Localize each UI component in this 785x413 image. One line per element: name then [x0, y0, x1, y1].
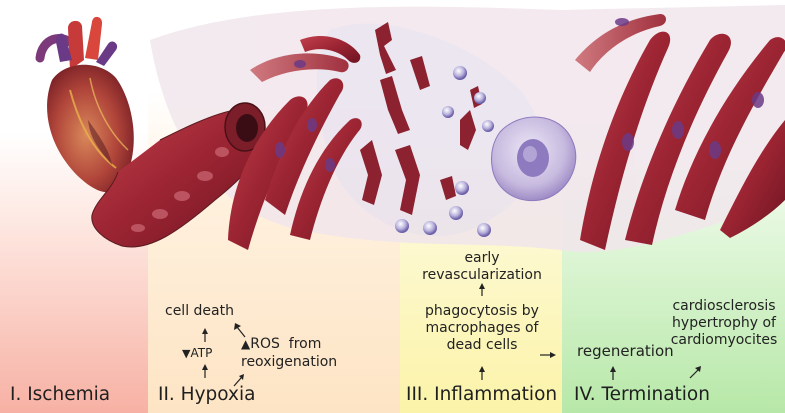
stage-title-hypoxia: II. Hypoxia — [158, 384, 256, 405]
arrow-phago-to-revasc — [479, 283, 485, 296]
myocyte-icon — [228, 35, 362, 250]
dying-myocyte-icon — [360, 22, 482, 215]
note-cardiosclerosis: cardiosclerosis hypertrophy of cardiomyo… — [668, 298, 780, 349]
note-early-revascularization: early revascularization — [420, 250, 544, 284]
note-phagocytosis: phagocytosis by macrophages of dead cell… — [418, 303, 546, 354]
ros-up-marker: ▲ — [241, 337, 251, 351]
macrophage-icon — [491, 116, 577, 202]
arrow-regen-up — [610, 366, 616, 380]
note-ros: ▲ROS from — [241, 336, 321, 353]
note-cell-death: cell death — [165, 303, 234, 319]
arrow-ros-to-celldeath — [234, 323, 246, 338]
note-regeneration: regeneration — [577, 342, 674, 360]
regenerated-myocyte-icon — [575, 14, 785, 251]
cardio-line-2: hypertrophy of — [672, 315, 776, 331]
phago-line-3: dead cells — [446, 337, 518, 353]
phago-line-2: macrophages of — [425, 320, 539, 336]
arrow-phago-up — [479, 366, 485, 380]
stage-title-inflammation: III. Inflammation — [406, 384, 558, 405]
stage-title-termination: IV. Termination — [574, 384, 710, 405]
arrow-atp-to-celldeath — [202, 328, 208, 342]
arrow-to-cardio — [689, 366, 701, 379]
arrow-inflam-to-term — [540, 352, 556, 358]
cardio-line-3: cardiomyocites — [670, 332, 778, 348]
ros-label: ROS from — [250, 336, 322, 352]
lymphocyte-icon — [395, 66, 506, 237]
note-atp: ▼ATP — [182, 345, 212, 362]
cardio-line-1: cardiosclerosis — [672, 298, 776, 314]
heart-icon — [35, 16, 134, 193]
revasc-line-2: revascularization — [422, 267, 542, 283]
artery-icon — [91, 102, 266, 248]
arrow-reoxy-to-atp — [202, 364, 208, 378]
stage-title-ischemia: I. Ischemia — [10, 384, 111, 405]
note-reoxygenation: reoxigenation — [241, 354, 338, 370]
atp-label: ATP — [190, 346, 213, 360]
flow-arrows — [202, 283, 701, 387]
revasc-line-1: early — [464, 250, 500, 266]
arrow-to-reoxy — [233, 374, 244, 387]
phago-line-1: phagocytosis by — [425, 303, 539, 319]
atp-down-marker: ▼ — [182, 347, 191, 360]
